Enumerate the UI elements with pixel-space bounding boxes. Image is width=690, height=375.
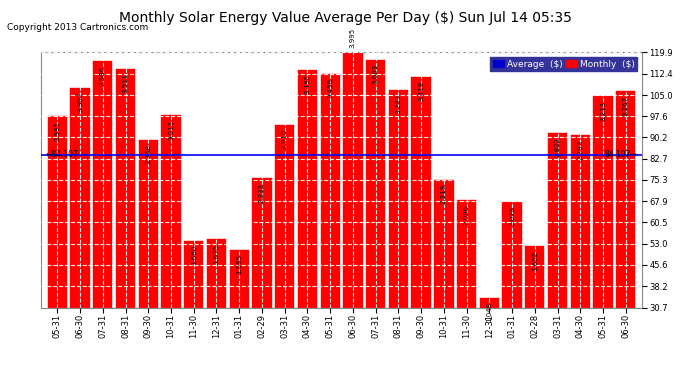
Text: 2.793: 2.793	[578, 140, 583, 160]
Text: 3.213: 3.213	[600, 100, 606, 121]
Bar	[230, 250, 249, 375]
Bar	[616, 91, 635, 375]
Bar	[321, 74, 340, 375]
Bar	[411, 77, 431, 375]
Text: 2.078: 2.078	[509, 206, 515, 226]
Bar	[593, 96, 613, 375]
Text: Monthly Solar Energy Value Average Per Day ($) Sun Jul 14 05:35: Monthly Solar Energy Value Average Per D…	[119, 11, 571, 25]
Text: 3.307: 3.307	[77, 92, 83, 112]
Bar	[502, 202, 522, 375]
Text: 1.602: 1.602	[532, 251, 538, 271]
Bar	[93, 62, 112, 375]
Text: 2.822: 2.822	[555, 137, 560, 157]
Bar	[275, 124, 295, 375]
Legend: Average  ($), Monthly  ($): Average ($), Monthly ($)	[491, 57, 637, 71]
Text: 2.991: 2.991	[55, 120, 60, 141]
Bar	[548, 133, 567, 375]
Text: 1.565: 1.565	[236, 254, 242, 274]
Bar	[434, 180, 453, 375]
Text: Copyright 2013 Cartronics.com: Copyright 2013 Cartronics.com	[7, 22, 148, 32]
Text: 3.511: 3.511	[123, 73, 128, 93]
Text: 84.107→: 84.107→	[604, 150, 637, 159]
Bar	[366, 60, 385, 375]
Text: 1.660: 1.660	[190, 245, 197, 266]
Bar	[457, 200, 476, 375]
Bar	[207, 240, 226, 375]
Text: 2.096: 2.096	[464, 205, 470, 225]
Bar	[184, 241, 204, 375]
Bar	[480, 298, 499, 375]
Text: 2.910: 2.910	[282, 129, 288, 149]
Bar	[70, 88, 90, 375]
Text: 2.748: 2.748	[146, 144, 151, 164]
Text: 2.332: 2.332	[259, 183, 265, 203]
Text: 2.319: 2.319	[441, 184, 447, 204]
Text: 3.267: 3.267	[623, 95, 629, 116]
Text: ←84.107: ←84.107	[46, 150, 79, 159]
Text: 1.675: 1.675	[213, 244, 219, 264]
Text: 3.495: 3.495	[304, 74, 310, 94]
Bar	[161, 115, 181, 375]
Text: 3.458: 3.458	[327, 78, 333, 98]
Bar	[253, 178, 272, 375]
Text: 3.419: 3.419	[418, 81, 424, 102]
Bar	[525, 246, 544, 375]
Text: 3.603: 3.603	[373, 64, 379, 84]
Text: 1.048: 1.048	[486, 302, 493, 322]
Text: 3.011: 3.011	[168, 119, 174, 140]
Bar	[343, 24, 362, 375]
Bar	[571, 135, 590, 375]
Bar	[298, 70, 317, 375]
Bar	[388, 90, 408, 375]
Bar	[116, 69, 135, 375]
Text: 3.586: 3.586	[100, 66, 106, 86]
Text: 3.283: 3.283	[395, 94, 402, 114]
Bar	[48, 116, 67, 375]
Text: 3.995: 3.995	[350, 28, 356, 48]
Bar	[139, 140, 158, 375]
